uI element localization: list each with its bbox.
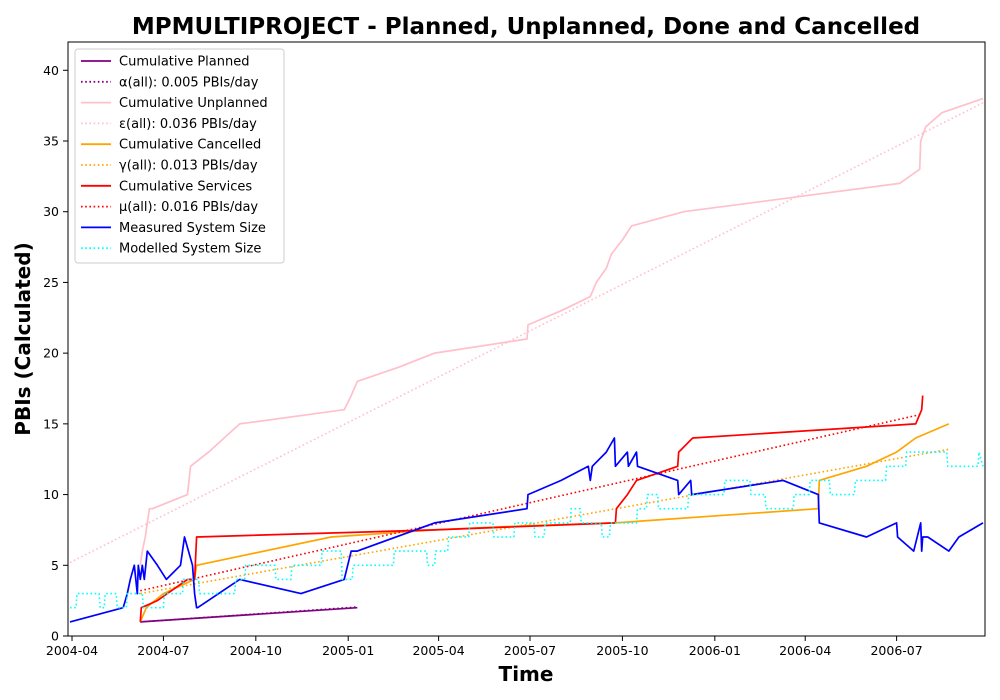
legend-label-measured-system-size-8: Measured System Size bbox=[119, 221, 266, 236]
x-tick-label: 2005-01 bbox=[322, 643, 374, 658]
legend-label-cumulative-unplanned-2: Cumulative Unplanned bbox=[119, 96, 268, 111]
series-line-cumulative-services-6 bbox=[139, 395, 924, 622]
legend-label-all-0-016-pbis-day-7: μ(all): 0.016 PBIs/day bbox=[119, 200, 258, 215]
y-tick-label: 10 bbox=[43, 487, 59, 502]
plot-frame bbox=[67, 41, 986, 637]
series-line-all-0-016-pbis-day-7 bbox=[140, 413, 923, 592]
x-tick-label: 2005-04 bbox=[412, 643, 464, 658]
legend: Cumulative Planned α(all): 0.005 PBIs/day… bbox=[74, 48, 285, 264]
y-tick-label: 30 bbox=[43, 204, 59, 219]
legend-label-modelled-system-size-9: Modelled System Size bbox=[119, 242, 261, 257]
x-tick-label: 2004-04 bbox=[46, 643, 98, 658]
x-tick-label: 2005-07 bbox=[504, 643, 556, 658]
x-tick-label: 2006-01 bbox=[689, 643, 741, 658]
series-line-all-0-005-pbis-day-1 bbox=[140, 606, 358, 623]
y-tick-label: 40 bbox=[43, 63, 59, 78]
x-tick-label: 2005-10 bbox=[596, 643, 648, 658]
x-tick-label: 2006-04 bbox=[779, 643, 831, 658]
legend-label-all-0-005-pbis-day-1: α(all): 0.005 PBIs/day bbox=[119, 75, 259, 90]
y-tick-label: 20 bbox=[43, 346, 59, 361]
chart-title: MPMULTIPROJECT - Planned, Unplanned, Don… bbox=[132, 14, 920, 40]
x-tick-label: 2004-10 bbox=[230, 643, 282, 658]
x-tick-label: 2006-07 bbox=[870, 643, 922, 658]
legend-label-all-0-013-pbis-day-5: γ(all): 0.013 PBIs/day bbox=[119, 159, 258, 174]
legend-label-cumulative-planned-0: Cumulative Planned bbox=[119, 55, 249, 70]
series-line-measured-system-size-8 bbox=[69, 437, 984, 623]
y-tick-label: 5 bbox=[51, 558, 59, 573]
x-tick-label: 2004-07 bbox=[137, 643, 189, 658]
series-line-cumulative-unplanned-2 bbox=[139, 97, 984, 566]
plot-area: 2004-04 2004-07 2004-10 2005-01 2005-04 2005-… bbox=[43, 41, 986, 658]
y-tick-label: 35 bbox=[43, 134, 59, 149]
y-tick-label: 0 bbox=[51, 629, 59, 644]
legend-label-cumulative-cancelled-4: Cumulative Cancelled bbox=[119, 138, 261, 153]
y-axis-label: PBIs (Calculated) bbox=[11, 242, 35, 435]
legend-label-cumulative-services-6: Cumulative Services bbox=[119, 179, 252, 194]
y-tick-label: 25 bbox=[43, 275, 59, 290]
legend-label-all-0-036-pbis-day-3: ε(all): 0.036 PBIs/day bbox=[119, 117, 257, 132]
legend-box bbox=[74, 48, 285, 264]
y-tick-label: 15 bbox=[43, 416, 59, 431]
x-axis-label: Time bbox=[499, 662, 554, 686]
series-line-modelled-system-size-9 bbox=[70, 451, 984, 609]
